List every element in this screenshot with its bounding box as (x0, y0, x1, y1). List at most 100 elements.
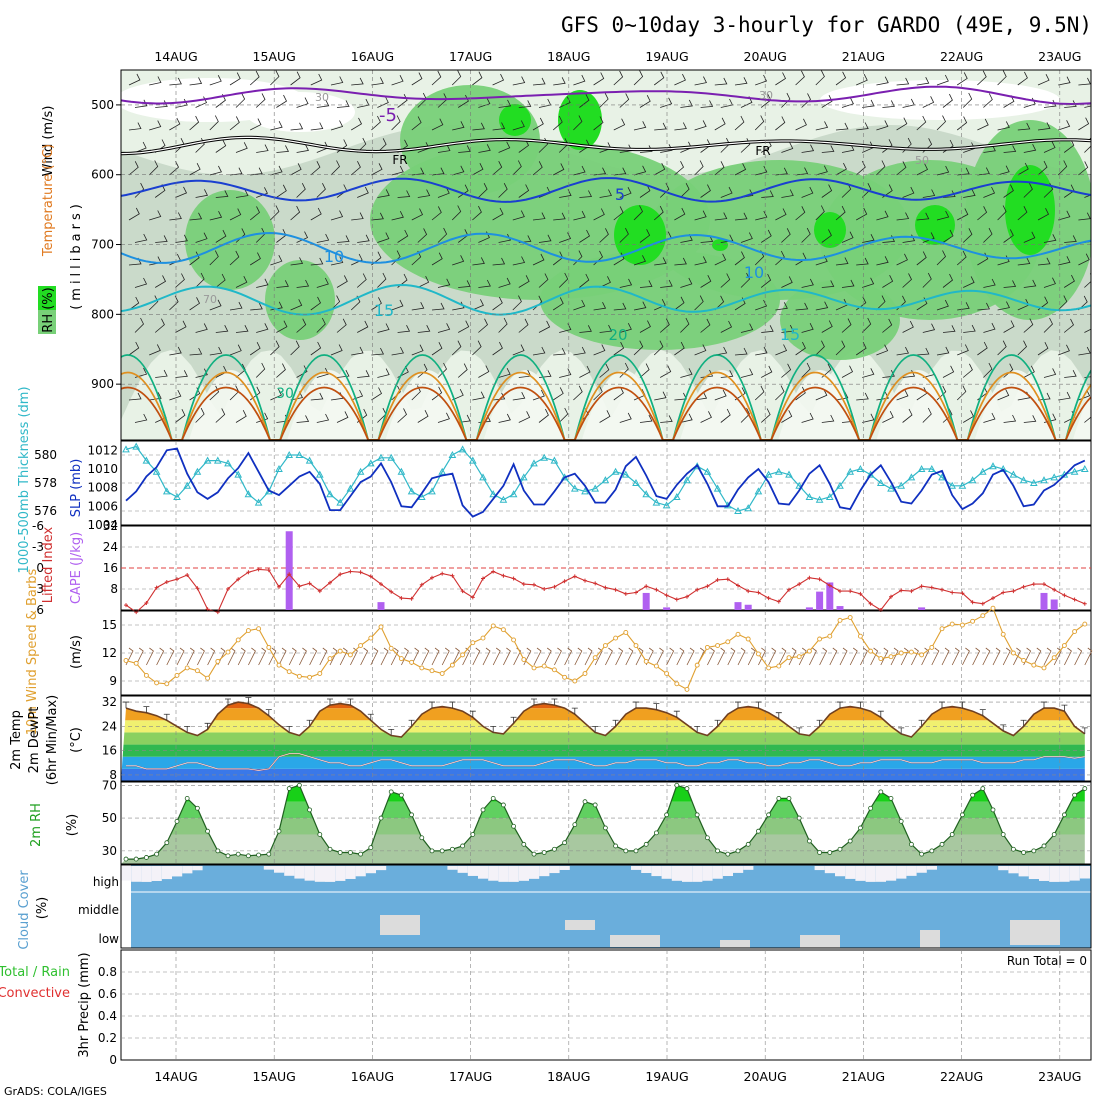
wind-speed-point (908, 649, 914, 655)
rh-point (154, 851, 160, 857)
rh-band-light (385, 370, 470, 440)
wind-barb (795, 70, 805, 86)
wind-barb (169, 117, 181, 131)
thickness-point (611, 467, 620, 475)
temp-max-marker (1061, 704, 1068, 712)
lifted-index-point (807, 575, 812, 580)
lifted-index-point (358, 570, 363, 575)
wind-barb (195, 368, 208, 378)
lifted-index-point (542, 587, 547, 591)
temp-band (121, 756, 1085, 769)
wind-barb (310, 392, 324, 401)
wind-barb (835, 205, 846, 221)
cape-tick: 16 (103, 561, 118, 575)
wind-barb (639, 95, 651, 108)
rh-point (1000, 832, 1006, 837)
wind-barb (593, 344, 606, 356)
wind-barb (916, 163, 929, 176)
wind-barb (458, 280, 471, 288)
temp-max-marker (755, 701, 762, 709)
cloud-high-gap (172, 866, 183, 877)
wind-barb (437, 323, 451, 333)
thickness-point (275, 464, 283, 472)
wind-barb (956, 250, 967, 266)
thickness-point (346, 484, 355, 492)
surface-wind-barb (778, 647, 787, 666)
wind-barb (983, 227, 993, 243)
rh-point (592, 802, 598, 808)
cloud-row-label: middle (78, 903, 119, 917)
rh-point (909, 841, 914, 847)
wind-barb (1058, 391, 1071, 401)
wind-barb (1017, 340, 1027, 356)
li-tick: 6 (36, 603, 44, 617)
wind-barb (613, 302, 627, 311)
wind-barb (437, 187, 450, 198)
thickness-point (825, 492, 834, 500)
slp-tick: 1012 (87, 443, 118, 457)
wind-barb (936, 165, 950, 176)
wind-barb (902, 273, 912, 288)
cloud-high-gap (906, 866, 917, 876)
wind-barb (478, 144, 491, 153)
wind-barb (1023, 318, 1034, 333)
lifted-index-point (175, 577, 179, 582)
cape-ylabel-li: Lifted Index (41, 526, 56, 603)
wind-barb (573, 299, 586, 311)
wind-barb (249, 342, 261, 356)
lifted-index-line (125, 568, 1086, 613)
thickness-point (734, 506, 742, 514)
cloud-high-gap (835, 866, 846, 877)
temp-tick: 16 (102, 744, 117, 758)
cloud-high-gap (294, 866, 305, 879)
cape-bar (826, 582, 834, 610)
wind-barb (492, 257, 506, 266)
wind-barb (270, 255, 283, 266)
wind-barb (983, 93, 993, 108)
rh-point (174, 818, 180, 824)
wind-barb (492, 122, 506, 131)
wind-barb (680, 183, 690, 198)
lifted-index-point (736, 583, 740, 588)
wind-barb (841, 318, 852, 333)
wind-barb (659, 318, 670, 333)
wind-barb (694, 210, 707, 221)
rh-point (184, 796, 190, 801)
slp-ylabel-thickness: 1000-500mb Thickness (dm) (17, 386, 32, 573)
wind-barb (189, 251, 200, 266)
wind-barb (215, 139, 227, 153)
wind-barb (330, 120, 344, 131)
surface-wind-barb (452, 647, 460, 666)
wind-speed-point (857, 633, 863, 639)
temp-ylabel-right: (°C) (69, 727, 84, 753)
wind-barb (397, 325, 411, 333)
wind-barb (492, 207, 504, 221)
wind-barb (330, 295, 341, 311)
rh-point (531, 851, 537, 857)
surface-wind-barb (533, 647, 542, 666)
cloud-high-gap (661, 866, 672, 879)
wind-barb (532, 253, 545, 266)
wind-barb (977, 302, 991, 311)
wind-speed-point (715, 643, 721, 648)
wind-barb (296, 279, 310, 288)
wind-barb (942, 229, 954, 243)
rh-band-bright (558, 90, 602, 150)
thickness-point (795, 481, 804, 489)
wind-speed-point (980, 613, 986, 619)
wind-barb (377, 189, 390, 198)
wind-barb (700, 411, 712, 423)
temp-max-marker (816, 719, 823, 727)
wind-barb (977, 167, 990, 176)
contour-label: -5 (379, 105, 397, 126)
thickness-point (948, 481, 957, 489)
wind-barb (761, 365, 773, 378)
surface-wind-barb (676, 647, 685, 666)
rh-band-green (265, 260, 335, 340)
wind-barb (593, 208, 605, 221)
wind-barb (512, 392, 526, 401)
wind-speed-point (643, 658, 649, 664)
wind-barb (249, 70, 260, 86)
wind-barb (599, 363, 610, 378)
slp-tick: 1006 (87, 499, 118, 513)
